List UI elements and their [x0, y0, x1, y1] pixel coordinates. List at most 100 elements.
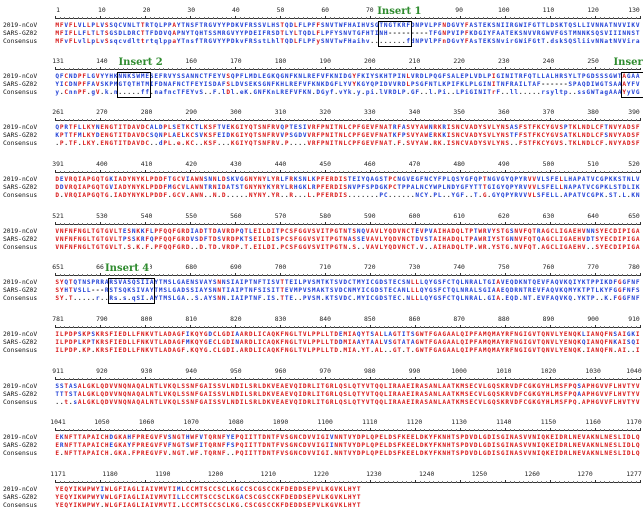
ruler-minor-tick	[262, 326, 263, 328]
ruler-minor-tick	[339, 326, 340, 328]
ruler-number: 1160	[585, 418, 600, 427]
ruler-minor-tick	[487, 326, 488, 328]
ruler-minor-tick	[609, 17, 610, 19]
ruler-minor-tick	[613, 119, 614, 121]
ruler-minor-tick	[96, 274, 97, 276]
ruler-major-tick	[325, 118, 326, 121]
ruler-minor-tick	[636, 274, 637, 276]
ruler-minor-tick	[492, 17, 493, 19]
ruler-number: 131	[52, 57, 64, 66]
ruler-minor-tick	[591, 223, 592, 225]
ruler-minor-tick	[411, 326, 412, 328]
ruler-minor-tick	[199, 326, 200, 328]
cons-label: Consensus	[3, 295, 37, 302]
ruler-minor-tick	[289, 119, 290, 121]
ruler-minor-tick	[384, 274, 385, 276]
insert-label: Insert 3	[613, 57, 643, 68]
ruler-minor-tick	[163, 68, 164, 70]
ruler-minor-tick	[528, 326, 529, 328]
ruler-minor-tick	[316, 171, 317, 173]
ruler-number: 710	[319, 263, 331, 272]
ruler-major-tick	[550, 428, 551, 431]
ruler-minor-tick	[258, 119, 259, 121]
ruler-minor-tick	[375, 429, 376, 431]
ruler-minor-tick	[546, 68, 547, 70]
ruler-minor-tick	[474, 378, 475, 380]
residue: V	[636, 176, 641, 183]
ruler-minor-tick	[73, 274, 74, 276]
ruler-minor-tick	[181, 223, 182, 225]
ruler-minor-tick	[541, 171, 542, 173]
ruler-minor-tick	[150, 68, 151, 70]
ruler-minor-tick	[181, 429, 182, 431]
ruler-minor-tick	[114, 223, 115, 225]
ruler-minor-tick	[253, 68, 254, 70]
ruler-minor-tick	[465, 119, 466, 121]
ruler-minor-tick	[271, 378, 272, 380]
seq2-label: SARS-GZ02	[3, 287, 37, 294]
ruler-minor-tick	[591, 429, 592, 431]
ruler-minor-tick	[631, 68, 632, 70]
ruler-minor-tick	[186, 171, 187, 173]
ruler-minor-tick	[289, 171, 290, 173]
ruler-minor-tick	[469, 119, 470, 121]
ruler-minor-tick	[226, 481, 227, 483]
ruler-minor-tick	[136, 429, 137, 431]
ruler-minor-tick	[546, 429, 547, 431]
ruler-minor-tick	[591, 68, 592, 70]
ruler-minor-tick	[393, 68, 394, 70]
ruler-minor-tick	[195, 274, 196, 276]
ruler-major-tick	[280, 67, 281, 70]
ruler-major-tick	[280, 377, 281, 380]
ruler-minor-tick	[91, 68, 92, 70]
ruler-minor-tick	[91, 119, 92, 121]
ruler-minor-tick	[433, 68, 434, 70]
ruler-minor-tick	[195, 223, 196, 225]
ruler-minor-tick	[217, 481, 218, 483]
ruler-minor-tick	[456, 326, 457, 328]
ruler-minor-tick	[150, 326, 151, 328]
ruler-minor-tick	[330, 223, 331, 225]
ruler-major-tick	[235, 67, 236, 70]
ruler-minor-tick	[186, 429, 187, 431]
residue: A	[636, 228, 641, 235]
ruler-number: 1060	[139, 418, 154, 427]
ruler-minor-tick	[348, 274, 349, 276]
ruler-minor-tick	[60, 481, 61, 483]
seq1-label: 2019-nCoV	[3, 73, 37, 80]
ruler-minor-tick	[168, 481, 169, 483]
ruler-minor-tick	[204, 171, 205, 173]
ruler-minor-tick	[519, 429, 520, 431]
ruler-minor-tick	[154, 17, 155, 19]
ruler-minor-tick	[501, 17, 502, 19]
ruler-minor-tick	[564, 119, 565, 121]
ruler-minor-tick	[492, 378, 493, 380]
ruler-major-tick	[55, 480, 56, 483]
ruler-minor-tick	[64, 326, 65, 328]
ruler-major-tick	[100, 480, 101, 483]
ruler-minor-tick	[330, 119, 331, 121]
ruler-number: 1000	[451, 367, 466, 376]
seq1-label: 2019-nCoV	[3, 331, 37, 338]
ruler-minor-tick	[321, 68, 322, 70]
ruler-minor-tick	[429, 68, 430, 70]
ruler-minor-tick	[204, 223, 205, 225]
ruler-minor-tick	[618, 171, 619, 173]
ruler-number: 70	[366, 6, 374, 15]
ruler-minor-tick	[78, 68, 79, 70]
ruler-minor-tick	[285, 119, 286, 121]
ruler-minor-tick	[433, 119, 434, 121]
ruler-minor-tick	[114, 171, 115, 173]
ruler-minor-tick	[96, 171, 97, 173]
ruler-major-tick	[460, 170, 461, 173]
ruler-minor-tick	[384, 119, 385, 121]
ruler-minor-tick	[559, 274, 560, 276]
ruler-minor-tick	[492, 223, 493, 225]
ruler-minor-tick	[366, 326, 367, 328]
ruler-minor-tick	[496, 378, 497, 380]
ruler-minor-tick	[289, 68, 290, 70]
ruler-major-tick	[595, 273, 596, 276]
ruler-minor-tick	[226, 119, 227, 121]
